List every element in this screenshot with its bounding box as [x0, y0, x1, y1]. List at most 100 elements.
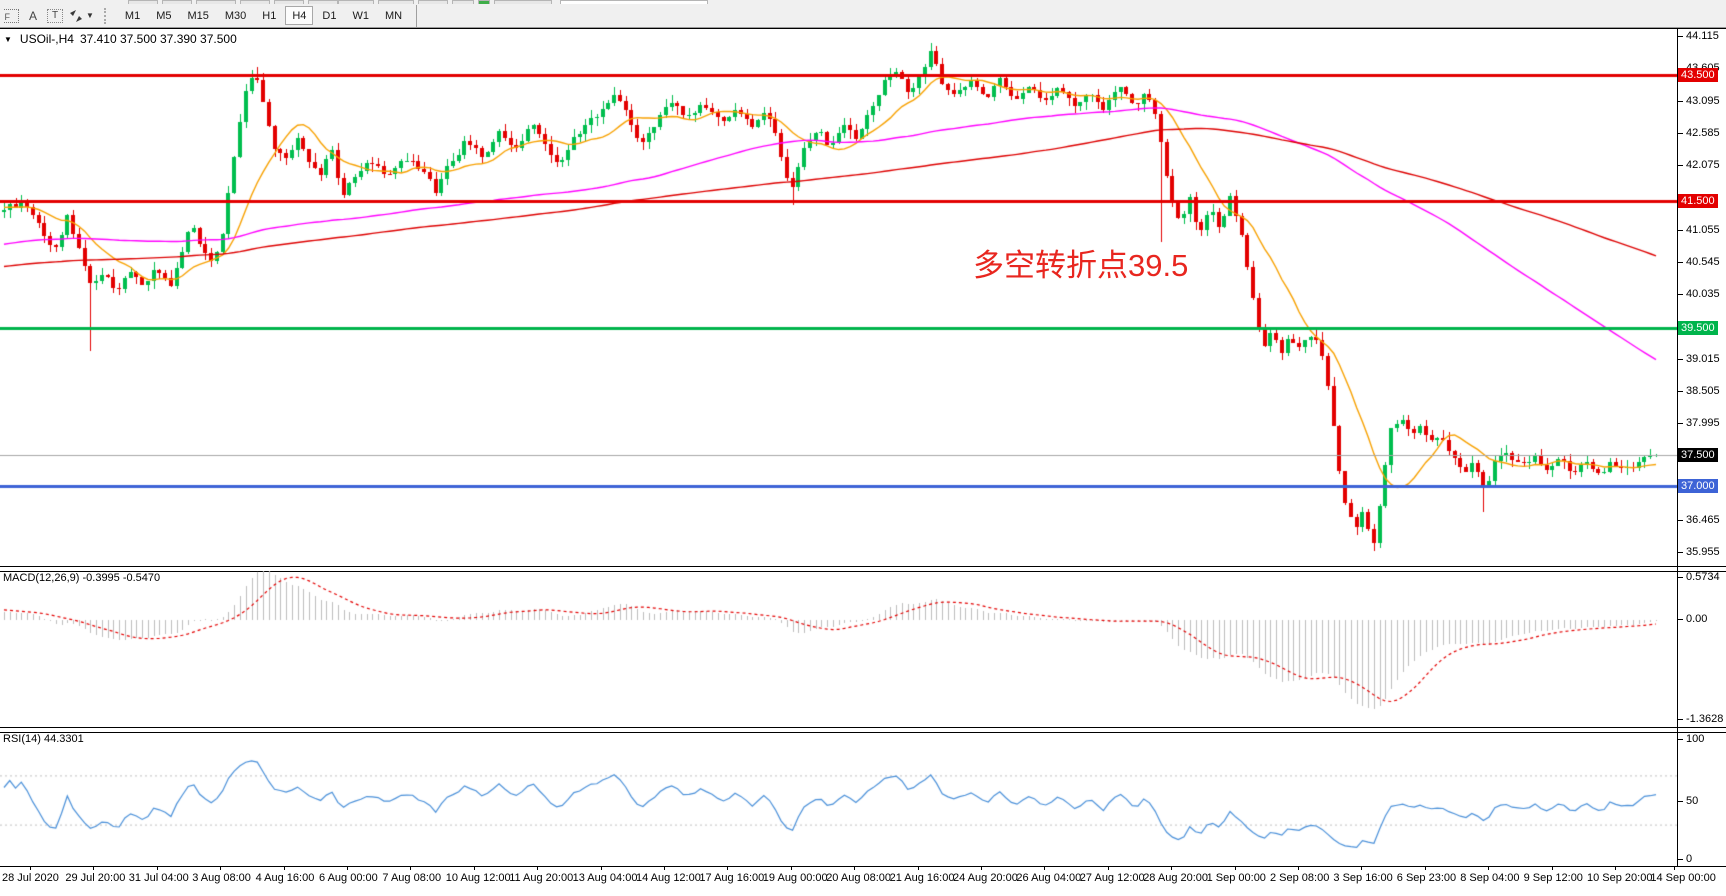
date-axis-label: 14 Aug 12:00 — [636, 872, 701, 884]
date-axis-label: 1 Sep 00:00 — [1206, 872, 1266, 884]
rsi-axis-label: 0 — [1678, 852, 1692, 866]
price-axis-label: 42.075 — [1678, 158, 1720, 172]
date-axis-label: 14 Sep 00:00 — [1650, 872, 1716, 884]
rsi-value: 44.3301 — [43, 733, 84, 745]
toolbar-separator — [416, 4, 418, 27]
text-tool-button[interactable]: T — [46, 7, 64, 25]
toolbar-grip — [103, 7, 111, 24]
axis-tick-mark — [1424, 867, 1426, 870]
axis-tick-mark — [93, 867, 95, 870]
chart-symbol-period: USOil-,H4 — [19, 32, 74, 46]
date-axis-label: 9 Sep 12:00 — [1523, 872, 1583, 884]
text-label-tool-button[interactable]: A — [24, 7, 42, 25]
toolbar-partial-button — [494, 0, 552, 4]
timeframe-button-h1[interactable]: H1 — [262, 9, 277, 22]
date-axis-label: 29 Jul 20:00 — [65, 872, 126, 884]
toolbar-partial-button — [162, 0, 192, 4]
toolbar-partial-button — [338, 0, 374, 4]
axis-tick-mark — [1615, 867, 1616, 870]
toolbar-partial-button — [128, 0, 158, 4]
date-axis-label: 31 Jul 04:00 — [128, 872, 189, 884]
rsi-name: RSI(14) — [3, 733, 41, 745]
price-level-badge: 39.500 — [1678, 321, 1718, 336]
axis-tick-mark — [1107, 867, 1109, 870]
toolbar-partial-button — [452, 0, 474, 4]
toolbar-partial-button — [560, 0, 708, 4]
macd-axis-label: -1.3628 — [1678, 712, 1723, 726]
date-axis-label: 6 Aug 00:00 — [319, 872, 378, 884]
toolbar-partial-button — [478, 0, 490, 4]
price-axis-label: 43.095 — [1678, 94, 1720, 108]
rsi-axis: 100 50 0 — [1678, 731, 1726, 866]
toolbar-partial-button — [418, 0, 448, 4]
axis-tick-mark — [790, 867, 792, 870]
axis-tick-mark — [917, 867, 919, 870]
rsi-canvas[interactable] — [0, 731, 1677, 866]
axis-tick-mark — [347, 867, 348, 870]
date-axis-label: 3 Sep 16:00 — [1333, 872, 1393, 884]
date-axis-label: 24 Aug 20:00 — [953, 872, 1018, 884]
fibonacci-tool-button[interactable]: F — [2, 7, 20, 25]
macd-label: MACD(12,26,9) -0.3995 -0.5470 — [3, 572, 160, 584]
timeframe-button-h4[interactable]: H4 — [285, 6, 314, 25]
price-axis-label: 38.505 — [1678, 384, 1720, 398]
arrows-icon — [70, 9, 82, 22]
price-axis-label: 40.545 — [1678, 255, 1720, 269]
date-axis-label: 13 Aug 04:00 — [572, 872, 638, 884]
symbol-dropdown-icon[interactable]: ▼ — [4, 34, 12, 44]
date-axis-label: 6 Sep 23:00 — [1396, 872, 1457, 884]
price-level-badge: 37.500 — [1678, 447, 1718, 462]
toolbar: F A T ▼ M1 M5 M15 M30 H1 H4 D1 W1 MN — [0, 4, 1726, 28]
time-axis: 28 Jul 2020 29 Jul 20:00 31 Jul 04:00 3 Aug… — [0, 866, 1726, 896]
price-axis-label: 36.465 — [1678, 513, 1720, 527]
timeframe-button-d1[interactable]: D1 — [322, 9, 337, 22]
macd-values: -0.3995 -0.5470 — [82, 572, 161, 584]
timeframe-button-m30[interactable]: M30 — [224, 9, 247, 22]
date-axis-label: 7 Aug 08:00 — [382, 872, 442, 884]
price-axis-label: 39.015 — [1678, 352, 1720, 366]
chart-title: ▼ USOil-,H4 37.410 37.500 37.390 37.500 — [4, 32, 237, 46]
price-axis-label: 44.115 — [1678, 29, 1719, 43]
date-axis-label: 20 Aug 08:00 — [826, 872, 892, 884]
toolbar-partial-button — [196, 0, 236, 4]
chart-ohlc-values: 37.410 37.500 37.390 37.500 — [79, 32, 237, 46]
dropdown-caret-icon: ▼ — [86, 11, 94, 20]
axis-tick-mark — [981, 867, 982, 870]
date-axis-label: 10 Aug 12:00 — [445, 872, 511, 884]
date-axis-label: 26 Aug 04:00 — [1016, 872, 1082, 884]
rsi-axis-label: 100 — [1678, 732, 1704, 746]
price-axis: 44.11543.60543.09542.58542.07541.05540.5… — [1678, 29, 1726, 567]
macd-axis-label: 0.5734 — [1678, 570, 1720, 584]
axis-tick-mark — [1674, 867, 1675, 870]
date-axis-label: 17 Aug 16:00 — [699, 872, 765, 884]
text-label-icon: A — [28, 8, 37, 23]
axis-tick-mark — [537, 867, 539, 870]
toolbar-partial-button — [274, 0, 304, 4]
axis-tick-mark — [1044, 867, 1046, 870]
toolbar-partial-button — [240, 0, 270, 4]
axis-tick-mark — [283, 867, 285, 870]
timeframe-button-m1[interactable]: M1 — [124, 9, 141, 22]
chart-top-border — [0, 28, 1726, 29]
arrows-tool-button[interactable]: ▼ — [68, 7, 94, 25]
axis-tick-mark — [1171, 867, 1173, 870]
date-axis-label: 27 Aug 12:00 — [1079, 872, 1145, 884]
date-axis-label: 21 Aug 16:00 — [889, 872, 955, 884]
price-axis-border — [1677, 29, 1678, 866]
axis-tick-mark — [1488, 867, 1490, 870]
macd-canvas[interactable] — [0, 571, 1677, 728]
axis-tick-mark — [1551, 867, 1553, 870]
price-chart-canvas[interactable] — [0, 30, 1677, 566]
timeframe-button-m5[interactable]: M5 — [156, 9, 172, 22]
fibonacci-icon: F — [3, 8, 19, 23]
timeframe-button-m15[interactable]: M15 — [187, 9, 209, 22]
timeframe-button-w1[interactable]: W1 — [352, 9, 369, 22]
timeframe-button-mn[interactable]: MN — [384, 9, 403, 22]
axis-tick-mark — [1234, 867, 1236, 870]
macd-name: MACD(12,26,9) — [3, 572, 80, 584]
axis-tick-mark — [664, 867, 665, 870]
price-level-badge: 41.500 — [1678, 194, 1718, 209]
price-axis-label: 40.035 — [1678, 287, 1720, 301]
chart-annotation-text[interactable]: 多空转折点39.5 — [973, 248, 1189, 283]
